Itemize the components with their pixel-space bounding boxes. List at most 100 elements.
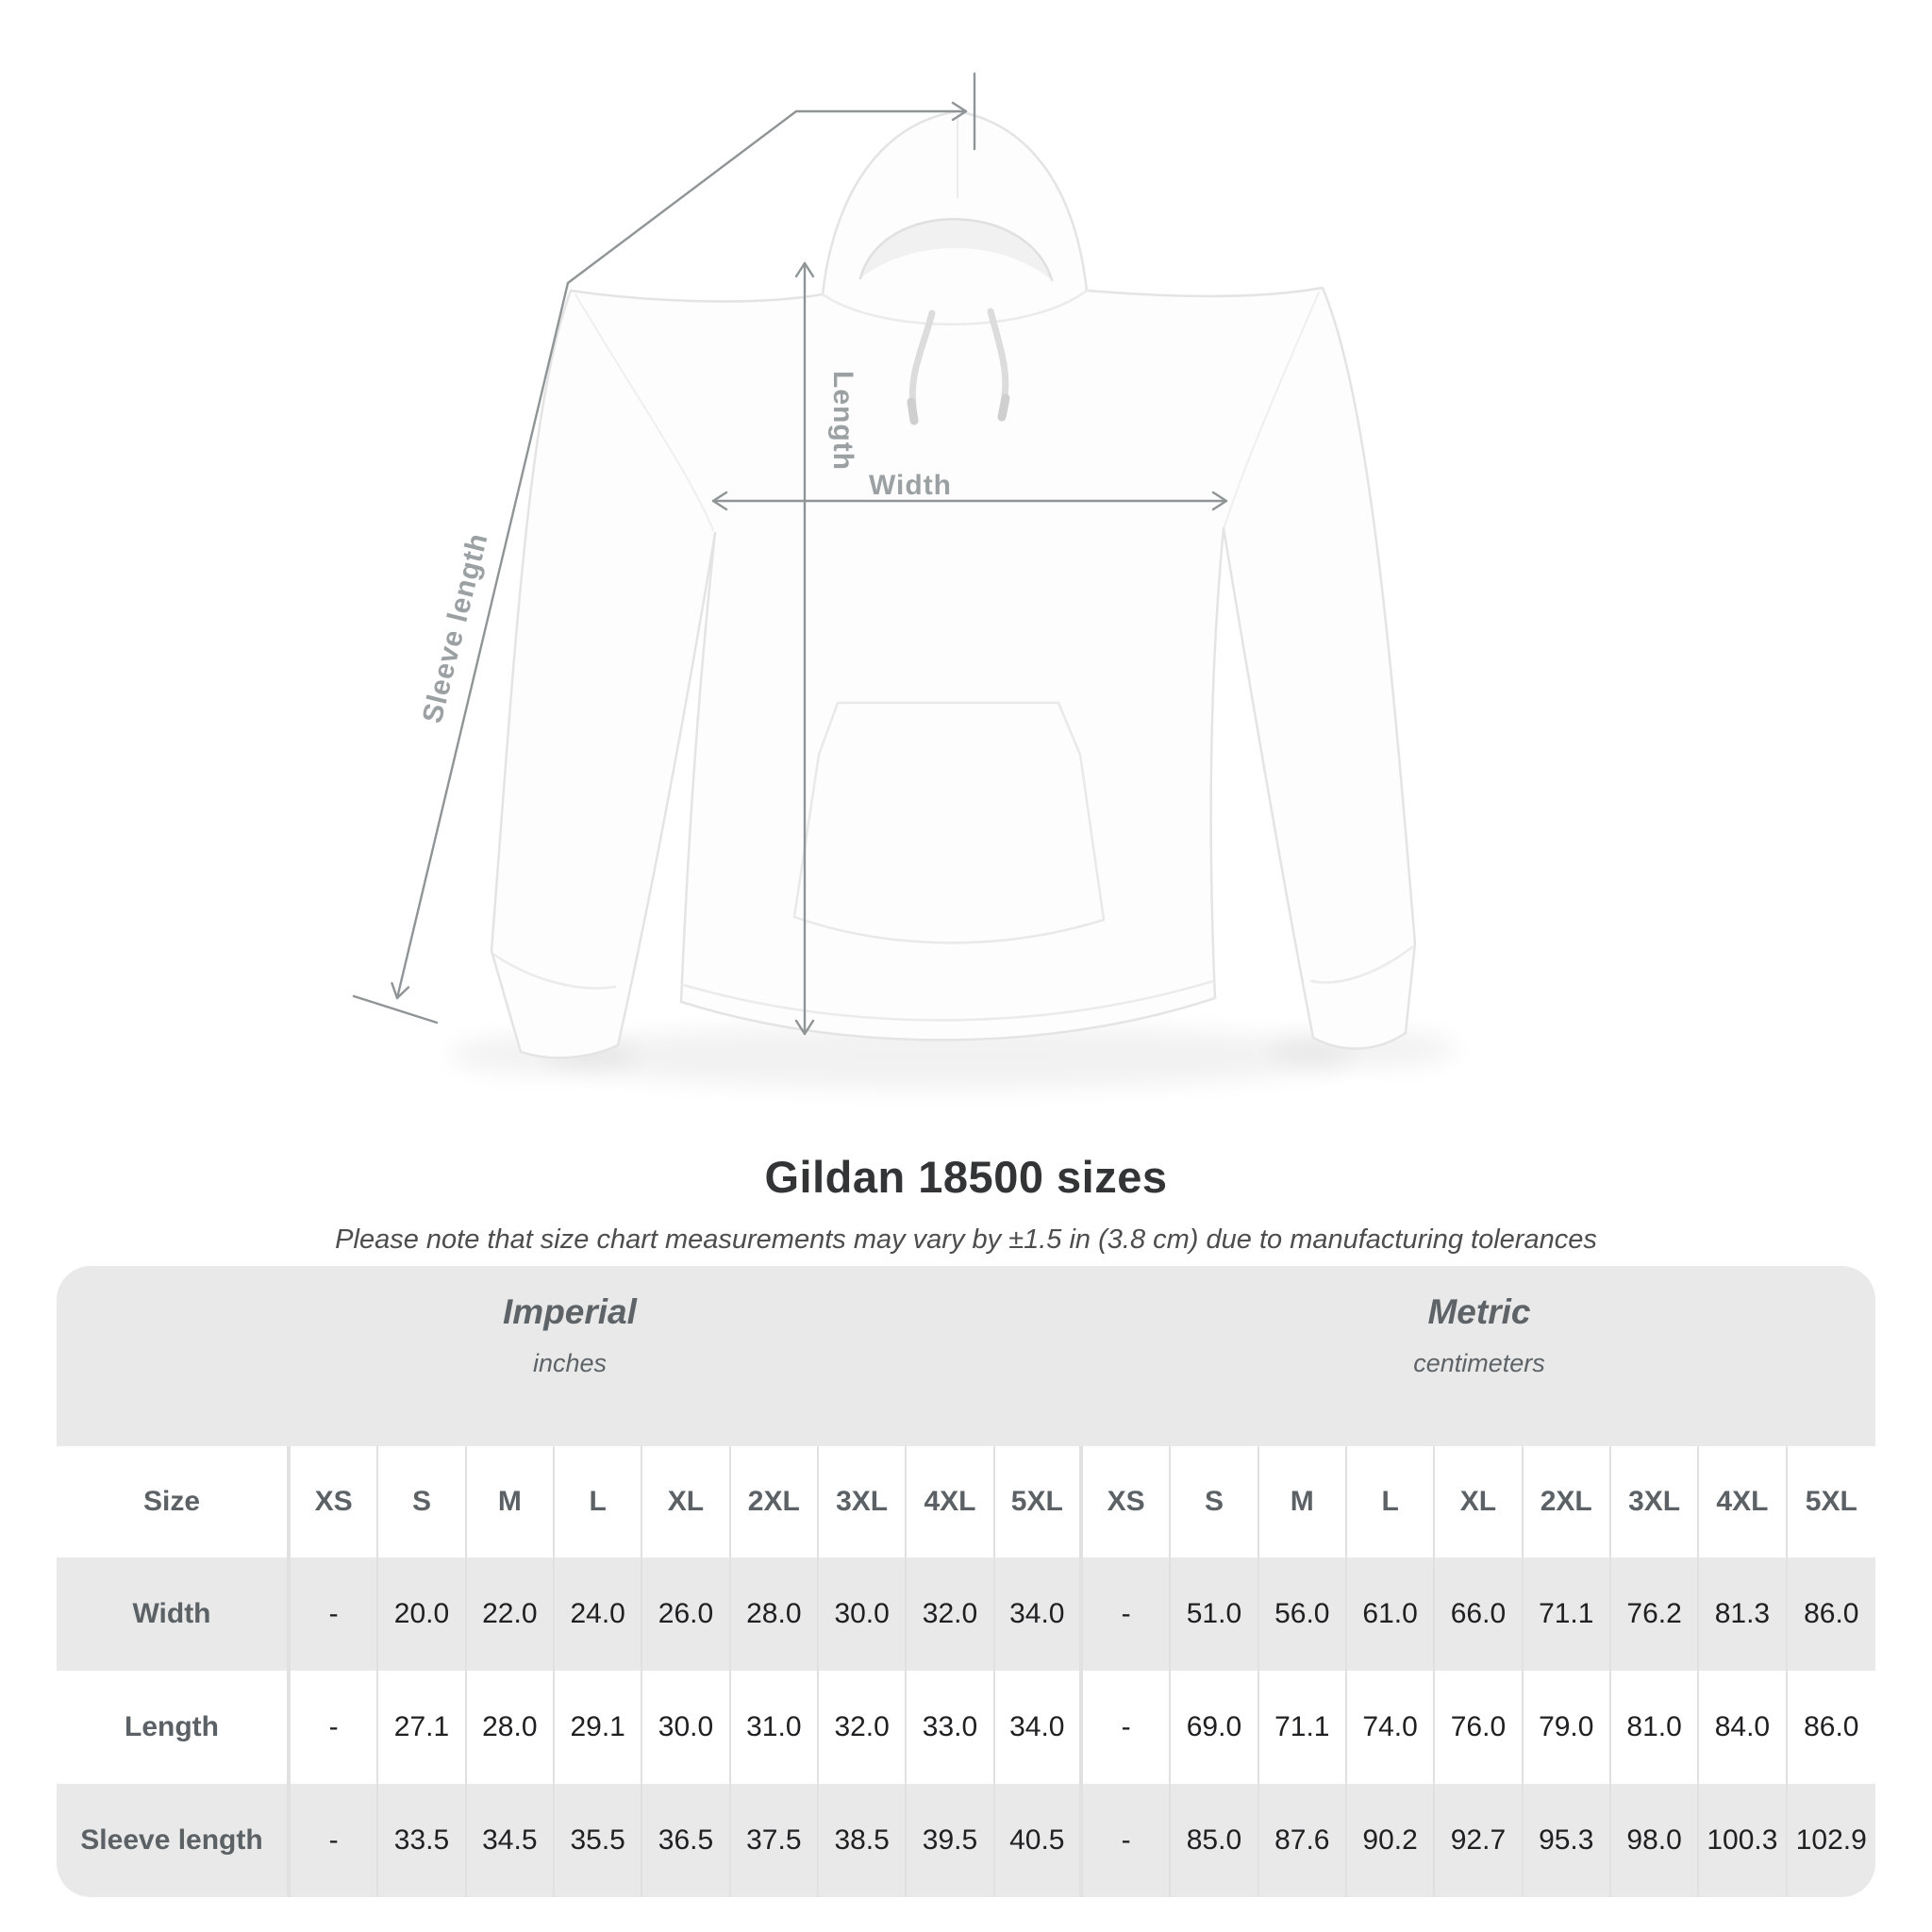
cell: 34.0 bbox=[994, 1671, 1083, 1784]
cell: 76.2 bbox=[1610, 1557, 1700, 1671]
cell: - bbox=[1082, 1557, 1172, 1671]
cell: 20.0 bbox=[378, 1557, 467, 1671]
metric-label: Metric bbox=[1427, 1292, 1531, 1331]
cell: 81.0 bbox=[1610, 1671, 1700, 1784]
cell: 71.1 bbox=[1523, 1557, 1611, 1671]
cell: 34.0 bbox=[994, 1557, 1083, 1671]
metric-band: Metric centimeters bbox=[1082, 1266, 1875, 1446]
col-header: 5XL bbox=[1787, 1446, 1875, 1557]
col-header: M bbox=[466, 1446, 555, 1557]
col-header: 4XL bbox=[1699, 1446, 1788, 1557]
cell: 38.5 bbox=[818, 1784, 908, 1897]
cell: 29.1 bbox=[554, 1671, 643, 1784]
cell: 66.0 bbox=[1435, 1557, 1524, 1671]
cell: 26.0 bbox=[642, 1557, 731, 1671]
page-subtitle: Please note that size chart measurements… bbox=[335, 1224, 1597, 1255]
cell: - bbox=[291, 1784, 379, 1897]
cell: 32.0 bbox=[818, 1671, 908, 1784]
width-label: Width bbox=[869, 470, 952, 501]
size-table: Imperial inches Metric centimeters Size … bbox=[57, 1266, 1875, 1897]
cell: 32.0 bbox=[907, 1557, 995, 1671]
cell: - bbox=[291, 1557, 379, 1671]
cell: 36.5 bbox=[642, 1784, 731, 1897]
row-label: Width bbox=[57, 1557, 291, 1671]
cell: 22.0 bbox=[466, 1557, 555, 1671]
cell: 102.9 bbox=[1787, 1784, 1875, 1897]
col-header: M bbox=[1258, 1446, 1347, 1557]
cell: 69.0 bbox=[1171, 1671, 1259, 1784]
cell: 79.0 bbox=[1523, 1671, 1611, 1784]
col-header: S bbox=[1171, 1446, 1259, 1557]
cell: 33.5 bbox=[378, 1784, 467, 1897]
col-header: 3XL bbox=[818, 1446, 908, 1557]
sleeve-length-measure bbox=[352, 72, 976, 1024]
col-header: XS bbox=[1082, 1446, 1172, 1557]
cell: 98.0 bbox=[1610, 1784, 1700, 1897]
cell: - bbox=[1082, 1784, 1172, 1897]
hoodie-shadow bbox=[448, 1024, 1457, 1089]
cell: 81.3 bbox=[1699, 1557, 1788, 1671]
cell: 39.5 bbox=[907, 1784, 995, 1897]
metric-unit: centimeters bbox=[1413, 1349, 1545, 1377]
cell: - bbox=[291, 1671, 379, 1784]
cell: 61.0 bbox=[1346, 1557, 1436, 1671]
col-header: 3XL bbox=[1610, 1446, 1700, 1557]
cell: 56.0 bbox=[1258, 1557, 1347, 1671]
col-header: L bbox=[554, 1446, 643, 1557]
col-header: XS bbox=[291, 1446, 379, 1557]
cell: 100.3 bbox=[1699, 1784, 1788, 1897]
table-row-sleeve-length: Sleeve length - 33.5 34.5 35.5 36.5 37.5… bbox=[57, 1784, 1875, 1897]
cell: - bbox=[1082, 1671, 1172, 1784]
cell: 85.0 bbox=[1171, 1784, 1259, 1897]
cell: 30.0 bbox=[818, 1557, 908, 1671]
page-title: Gildan 18500 sizes bbox=[764, 1152, 1168, 1202]
col-header: 5XL bbox=[994, 1446, 1083, 1557]
cell: 86.0 bbox=[1787, 1671, 1875, 1784]
cell: 74.0 bbox=[1346, 1671, 1436, 1784]
imperial-unit: inches bbox=[532, 1349, 607, 1377]
col-header: L bbox=[1346, 1446, 1436, 1557]
cell: 90.2 bbox=[1346, 1784, 1436, 1897]
col-header: 4XL bbox=[907, 1446, 995, 1557]
sleeve-length-label: Sleeve length bbox=[417, 530, 494, 726]
cell: 28.0 bbox=[730, 1557, 819, 1671]
row-label: Sleeve length bbox=[57, 1784, 291, 1897]
col-header: XL bbox=[642, 1446, 731, 1557]
cell: 37.5 bbox=[730, 1784, 819, 1897]
cell: 87.6 bbox=[1258, 1784, 1347, 1897]
sleeve-length-line bbox=[391, 101, 968, 1000]
col-header: 2XL bbox=[1523, 1446, 1611, 1557]
cell: 84.0 bbox=[1699, 1671, 1788, 1784]
cell: 30.0 bbox=[642, 1671, 731, 1784]
size-header-row: Size XS S M L XL 2XL 3XL 4XL 5XL XS S M … bbox=[57, 1446, 1875, 1557]
row-label: Length bbox=[57, 1671, 291, 1784]
cell: 33.0 bbox=[907, 1671, 995, 1784]
imperial-band: Imperial inches bbox=[57, 1266, 1083, 1446]
cell: 27.1 bbox=[378, 1671, 467, 1784]
table-row-length: Length - 27.1 28.0 29.1 30.0 31.0 32.0 3… bbox=[57, 1671, 1875, 1784]
cell: 86.0 bbox=[1787, 1557, 1875, 1671]
corner-header-size: Size bbox=[57, 1446, 291, 1557]
length-label: Length bbox=[827, 371, 858, 471]
cell: 40.5 bbox=[994, 1784, 1083, 1897]
size-table-grid: Imperial inches Metric centimeters Size … bbox=[57, 1266, 1875, 1897]
col-header: XL bbox=[1435, 1446, 1524, 1557]
cell: 76.0 bbox=[1435, 1671, 1524, 1784]
cell: 71.1 bbox=[1258, 1671, 1347, 1784]
imperial-label: Imperial bbox=[503, 1292, 637, 1331]
cell: 35.5 bbox=[554, 1784, 643, 1897]
col-header: S bbox=[378, 1446, 467, 1557]
hoodie-illustration: Sleeve length Length Width bbox=[352, 72, 1457, 1089]
cell: 95.3 bbox=[1523, 1784, 1611, 1897]
cell: 34.5 bbox=[466, 1784, 555, 1897]
sleeve-length-cuff-tick bbox=[352, 994, 439, 1024]
cell: 51.0 bbox=[1171, 1557, 1259, 1671]
unit-band-row: Imperial inches Metric centimeters bbox=[57, 1266, 1875, 1446]
cell: 24.0 bbox=[554, 1557, 643, 1671]
cell: 92.7 bbox=[1435, 1784, 1524, 1897]
cell: 28.0 bbox=[466, 1671, 555, 1784]
table-row-width: Width - 20.0 22.0 24.0 26.0 28.0 30.0 32… bbox=[57, 1557, 1875, 1671]
cell: 31.0 bbox=[730, 1671, 819, 1784]
hoodie-garment bbox=[490, 109, 1417, 1059]
col-header: 2XL bbox=[730, 1446, 819, 1557]
